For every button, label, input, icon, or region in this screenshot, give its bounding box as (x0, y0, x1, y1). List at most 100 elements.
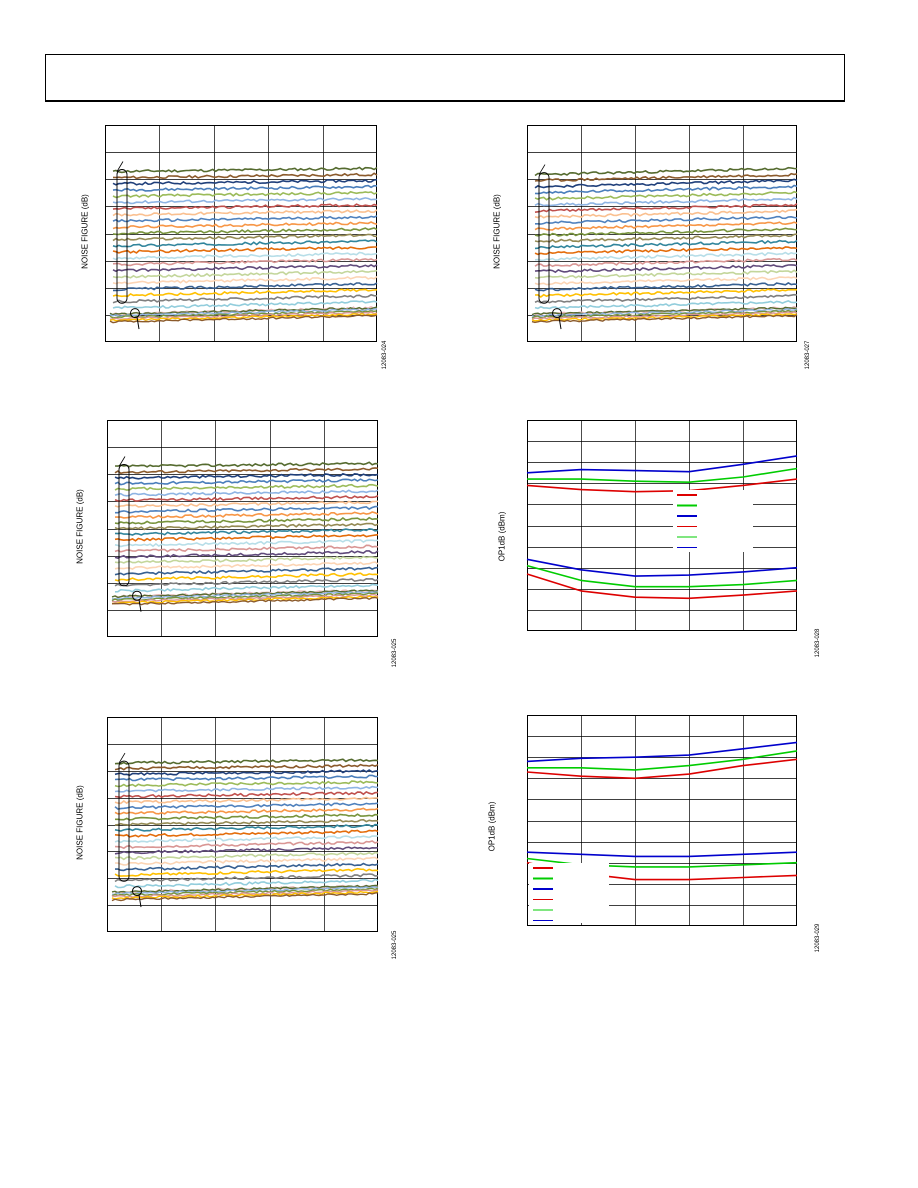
y-axis-label: OP1dB (dBm) (487, 801, 497, 852)
series-line (526, 478, 798, 493)
series-line (534, 221, 798, 231)
series-line (114, 500, 379, 508)
series-line (114, 577, 379, 587)
series-line (112, 203, 378, 210)
arrow-line (116, 161, 124, 172)
figure-id: 12083-025 (392, 930, 398, 960)
series-line (114, 835, 379, 844)
series-line (526, 758, 798, 780)
chart-noise-figure-4 (107, 717, 379, 932)
series-line (527, 750, 798, 771)
y-axis-label: OP1dB (dBm) (497, 511, 507, 562)
series-line (534, 203, 798, 213)
series-line (114, 494, 379, 502)
series-line (114, 527, 379, 536)
legend-box (673, 490, 753, 552)
series-line (115, 813, 379, 821)
series-line (114, 823, 379, 832)
chart-noise-figure-3 (107, 420, 379, 637)
series-line (112, 221, 378, 230)
figure-id: 12083-028 (815, 628, 821, 658)
series-line (111, 886, 379, 896)
series-line (114, 522, 379, 531)
series-line (111, 892, 379, 902)
series-line (111, 591, 379, 600)
arrow-line (118, 456, 126, 467)
series-line (114, 862, 379, 872)
series-line (534, 190, 798, 201)
series-line (111, 884, 378, 894)
series-line (534, 257, 798, 268)
series-line (114, 544, 379, 553)
series-line (112, 275, 378, 285)
arrow-line (138, 894, 142, 908)
series-line (534, 172, 798, 182)
series-line (114, 846, 379, 855)
series-line (534, 264, 798, 274)
series-line (112, 172, 378, 180)
figure-id: 12083-029 (815, 923, 821, 953)
series-line (114, 796, 379, 805)
arrow-line (558, 317, 562, 330)
series-line (112, 263, 378, 273)
series-line (531, 314, 798, 324)
chart-op1db-1 (526, 420, 798, 631)
series-line (112, 190, 378, 199)
series-line (534, 166, 798, 177)
chart-noise-figure-2 (527, 125, 798, 342)
series-line (534, 288, 798, 299)
figure-id: 12083-024 (382, 340, 388, 370)
legend-box (529, 863, 609, 923)
series-line (526, 741, 798, 763)
series-line (114, 790, 379, 799)
series-line (111, 890, 379, 900)
series-line (114, 763, 379, 771)
series-line (526, 851, 798, 858)
series-line (112, 184, 378, 192)
series-line (114, 802, 379, 810)
plot-area (526, 420, 798, 631)
series-line (114, 774, 379, 782)
series-line (114, 539, 379, 548)
plot-area (526, 715, 798, 926)
arrow-line (136, 317, 140, 330)
circle-annotation (132, 590, 142, 601)
series-line (114, 478, 379, 486)
series-line (534, 239, 798, 250)
series-line (114, 467, 379, 475)
series-line (109, 314, 378, 324)
series-line (114, 758, 379, 765)
series-line (114, 533, 379, 542)
series-line (114, 572, 379, 582)
series-line (534, 233, 798, 243)
arrow-line (538, 164, 546, 175)
circle-annotation (132, 886, 142, 897)
series-line (112, 239, 378, 248)
figure-id: 12083-025 (392, 638, 398, 668)
series-line (114, 555, 378, 564)
y-axis-label: NOISE FIGURE (dB) (492, 194, 502, 269)
series-line (534, 269, 798, 279)
y-axis-label: NOISE FIGURE (dB) (75, 489, 85, 564)
series-line (114, 873, 379, 883)
series-line (114, 780, 379, 788)
series-line (109, 306, 378, 316)
y-axis-label: NOISE FIGURE (dB) (80, 194, 90, 269)
series-line (111, 596, 379, 606)
series-line (114, 840, 379, 850)
series-line (114, 818, 379, 827)
series-line (535, 215, 798, 225)
series-line (112, 166, 378, 174)
plot-area (107, 717, 379, 932)
page-header-box (45, 54, 845, 102)
series-line (115, 511, 379, 519)
series-line (526, 455, 798, 474)
series-line (527, 467, 798, 483)
figure-id: 12083-027 (805, 340, 811, 370)
series-line (114, 489, 379, 497)
series-line (534, 293, 798, 304)
series-line (534, 276, 798, 286)
series-line (534, 208, 798, 219)
series-line (112, 288, 378, 298)
series-line (534, 227, 798, 237)
